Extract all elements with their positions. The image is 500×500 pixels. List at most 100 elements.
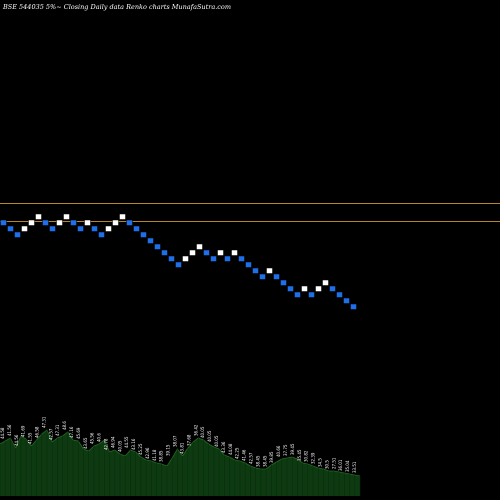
volume-label: 37.68 (186, 434, 191, 446)
volume-label: 46.58 (35, 426, 40, 438)
renko-brick-down (210, 255, 217, 262)
renko-brick-up (84, 219, 91, 226)
volume-label: 46.94 (110, 436, 115, 448)
renko-brick-up (217, 249, 224, 256)
volume-label: 40.66 (276, 445, 281, 457)
renko-brick-down (7, 225, 14, 232)
renko-brick-down (133, 225, 140, 232)
volume-label: 40.05 (117, 440, 122, 452)
volume-label: 39.85 (269, 451, 274, 463)
renko-brick-down (42, 219, 49, 226)
volume-label: 41.46 (242, 449, 247, 461)
renko-brick-down (126, 219, 133, 226)
renko-brick-up (56, 219, 63, 226)
volume-label: 41.69 (21, 425, 26, 437)
renko-brick-down (308, 291, 315, 298)
volume-label: 42.57 (48, 428, 53, 440)
volume-label: 38.45 (255, 455, 260, 467)
volume-label: 39.15 (166, 444, 171, 456)
volume-label: 48.6 (62, 421, 67, 430)
volume-label: 33.51 (352, 461, 357, 473)
volume-label: 38.07 (173, 435, 178, 447)
volume-label: 41.18 (152, 449, 157, 461)
renko-brick-up (28, 219, 35, 226)
renko-brick-down (259, 273, 266, 280)
volume-label: 45.25 (138, 443, 143, 455)
renko-brick-down (294, 291, 301, 298)
renko-brick-down (98, 231, 105, 238)
renko-brick-down (203, 249, 210, 256)
volume-label: 47.31 (55, 424, 60, 436)
volume-label: 36.42 (193, 424, 198, 436)
volume-label: 42.96 (145, 447, 150, 459)
renko-brick-down (224, 255, 231, 262)
volume-label: 45.69 (76, 427, 81, 439)
volume-label: 44.56 (14, 434, 19, 446)
volume-label: 42.57 (249, 452, 254, 464)
volume-area-fill (0, 430, 360, 496)
renko-brick-down (238, 255, 245, 262)
renko-brick-down (343, 297, 350, 304)
renko-brick-down (154, 243, 161, 250)
renko-brick-down (336, 291, 343, 298)
volume-label: 42.25 (235, 447, 240, 459)
volume-label: 44.58 (0, 427, 5, 439)
volume-label: 35.04 (345, 460, 350, 472)
renko-brick-down (175, 261, 182, 268)
volume-label: 37.75 (283, 444, 288, 456)
volume-label: 42.78 (104, 438, 109, 450)
renko-brick-down (49, 225, 56, 232)
renko-brick-up (21, 225, 28, 232)
volume-label: 30.82 (304, 450, 309, 462)
renko-brick-up (322, 279, 329, 286)
renko-brick-down (161, 249, 168, 256)
renko-brick-up (266, 267, 273, 274)
renko-brick-down (329, 285, 336, 292)
renko-brick-down (273, 273, 280, 280)
volume-label: 35.45 (297, 449, 302, 461)
volume-label: 27.51 (331, 457, 336, 469)
volume-label: 47.16 (69, 426, 74, 438)
volume-label: 38.45 (262, 455, 267, 467)
volume-label: 36.01 (338, 459, 343, 471)
volume-label: 44.08 (228, 443, 233, 455)
volume-label: 47.31 (41, 416, 46, 428)
volume-label: 41.56 (7, 424, 12, 436)
renko-brick-up (189, 249, 196, 256)
renko-brick-up (182, 255, 189, 262)
volume-label: 40.05 (207, 430, 212, 442)
volume-label: 43.36 (221, 441, 226, 453)
volume-label: 40.05 (214, 435, 219, 447)
renko-brick-up (196, 243, 203, 250)
volume-label: 34.5 (318, 458, 323, 467)
volume-label: 30.5 (324, 460, 329, 469)
renko-brick-down (280, 279, 287, 286)
renko-brick-up (119, 213, 126, 220)
renko-brick-down (140, 231, 147, 238)
volume-label: 43.65 (83, 437, 88, 449)
volume-label: 40.6 (97, 433, 102, 442)
volume-label: 32.39 (311, 452, 316, 464)
renko-brick-down (147, 237, 154, 244)
renko-brick-down (252, 267, 259, 274)
volume-area: 44.58 41.5644.5641.6941.5546.5847.3142.57… (0, 416, 361, 496)
volume-line (0, 429, 361, 477)
renko-brick-up (231, 249, 238, 256)
renko-brick-up (63, 213, 70, 220)
renko-bricks (0, 213, 357, 310)
renko-brick-up (105, 225, 112, 232)
renko-brick-up (315, 285, 322, 292)
renko-brick-up (35, 213, 42, 220)
volume-label: 41.55 (28, 432, 33, 444)
renko-brick-down (168, 255, 175, 262)
volume-label: 43.81 (180, 442, 185, 454)
volume-label: 44.55 (124, 436, 129, 448)
renko-brick-down (91, 225, 98, 232)
volume-label: 38.85 (159, 450, 164, 462)
chart-title: BSE 544035 5%~ Closing Daily data Renko … (2, 3, 231, 11)
renko-brick-down (350, 303, 357, 310)
reference-lines (0, 203, 500, 222)
renko-brick-down (77, 225, 84, 232)
